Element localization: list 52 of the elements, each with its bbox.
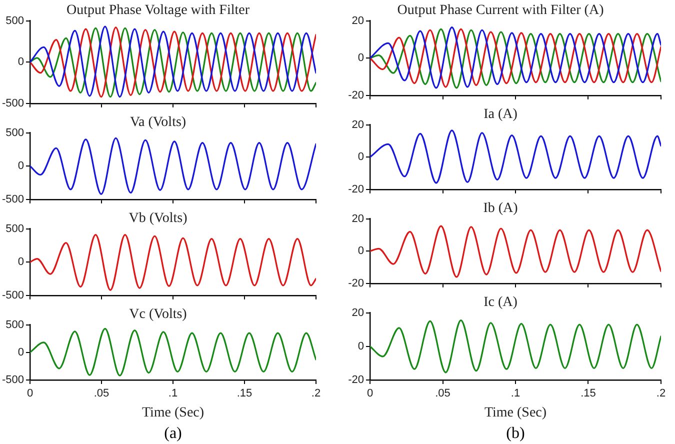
y-tick-label: 20 <box>352 118 364 131</box>
line-series <box>370 225 661 278</box>
y-tick-label: -500 <box>2 289 24 302</box>
x-tick-label: .15 <box>236 388 252 400</box>
x-tick-label: .1 <box>510 388 520 400</box>
y-tick-label: 20 <box>352 306 364 319</box>
chart-title: Ia (A) <box>484 107 518 122</box>
y-tick-label: -20 <box>348 277 364 290</box>
chart-title: Vc (Volts) <box>129 307 188 322</box>
y-tick-label: -20 <box>348 89 364 102</box>
y-tick-label: 0 <box>18 160 24 172</box>
line-series <box>30 234 316 291</box>
y-tick-label: 500 <box>6 318 24 331</box>
x-axis-title: Time (Sec) <box>484 405 547 420</box>
y-tick-label: 0 <box>18 56 24 68</box>
y-tick-label: -20 <box>348 183 364 196</box>
y-tick-label: 500 <box>6 222 24 235</box>
y-tick-label: 0 <box>358 245 364 258</box>
y-tick-label: 0 <box>358 340 364 352</box>
x-axis-title: Time (Sec) <box>142 405 204 420</box>
x-tick-label: .1 <box>168 388 178 400</box>
x-tick-label: .2 <box>311 388 321 400</box>
y-tick-label: 0 <box>18 346 24 358</box>
chart-title: Output Phase Voltage with Filter <box>66 3 250 18</box>
y-tick-label: -500 <box>2 97 24 110</box>
line-series <box>30 328 316 376</box>
y-tick-label: -500 <box>2 193 24 206</box>
x-tick-label: .2 <box>656 388 666 400</box>
y-tick-label: -20 <box>348 374 364 386</box>
y-tick-label: 0 <box>358 151 364 164</box>
chart-title: Vb (Volts) <box>128 211 188 226</box>
x-tick-label: .15 <box>580 388 596 400</box>
y-tick-label: -500 <box>2 374 24 386</box>
line-series <box>370 320 661 374</box>
y-tick-label: 20 <box>352 14 364 27</box>
chart-title: Va (Volts) <box>130 115 186 130</box>
y-tick-label: 500 <box>6 14 24 27</box>
chart-title: Ic (A) <box>484 295 518 310</box>
line-series <box>30 137 316 195</box>
chart-title: Ib (A) <box>483 201 518 216</box>
x-tick-label: 0 <box>26 388 34 400</box>
chart-title: Output Phase Current with Filter (A) <box>397 3 604 18</box>
text: (a) <box>164 425 182 442</box>
y-tick-label: 500 <box>6 126 24 139</box>
x-tick-label: .05 <box>435 388 450 400</box>
y-tick-label: 0 <box>358 52 364 64</box>
x-tick-label: .05 <box>94 388 110 400</box>
line-series <box>370 130 661 184</box>
y-tick-label: 0 <box>18 256 24 268</box>
text: (b) <box>506 425 525 442</box>
x-tick-label: 0 <box>366 388 374 400</box>
y-tick-label: 20 <box>352 212 364 225</box>
